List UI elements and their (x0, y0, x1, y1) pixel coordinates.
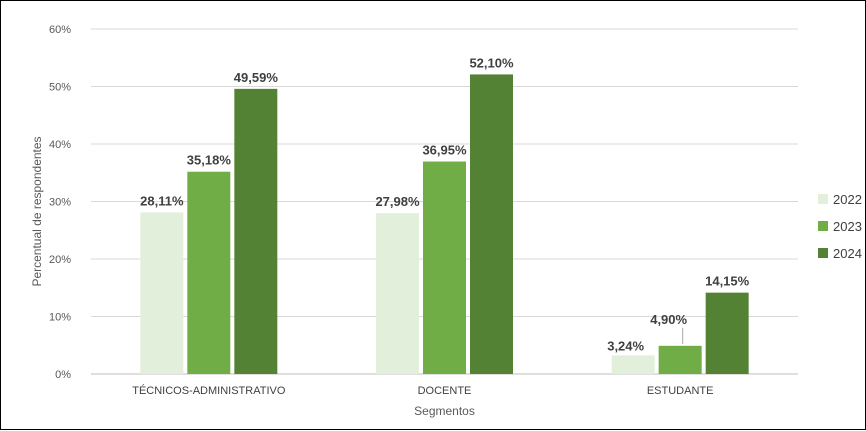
y-tick-label: 20% (49, 254, 71, 266)
bar-2022-1 (376, 213, 419, 374)
legend-swatch-2024 (818, 248, 828, 258)
data-label: 36,95% (422, 143, 467, 158)
legend-label: 2022 (833, 192, 862, 207)
x-axis-title: Segmentos (414, 404, 475, 418)
x-category-label: ESTUDANTE (647, 385, 714, 397)
bar-2024-2 (705, 292, 749, 374)
data-label: 4,90% (650, 312, 687, 327)
data-label: 27,98% (375, 194, 420, 209)
y-tick-label: 30% (49, 197, 71, 209)
bars (140, 74, 749, 375)
legend-label: 2023 (833, 219, 862, 234)
legend-swatch-2022 (818, 194, 828, 204)
legend: 2022 2023 2024 (818, 192, 862, 261)
data-label: 28,11% (140, 193, 184, 208)
data-labels: 28,11% 35,18% 49,59% 27,98% 36,95% 52,10% 3,24… (140, 55, 750, 353)
y-tick-label: 10% (49, 312, 71, 324)
y-axis-title: Percentual de respondentes (30, 136, 44, 286)
bar-2022-2 (611, 355, 655, 374)
data-label: 49,59% (234, 70, 279, 85)
data-label: 52,10% (469, 55, 514, 70)
y-tick-label: 60% (49, 24, 71, 36)
y-tick-label: 50% (49, 82, 71, 94)
bar-2024-0 (234, 88, 278, 375)
data-label: 14,15% (705, 274, 750, 289)
y-axis-ticks: 0% 10% 20% 30% 40% 50% 60% (49, 24, 71, 381)
x-category-label: DOCENTE (418, 385, 472, 397)
y-tick-label: 40% (49, 139, 71, 151)
bar-2023-0 (187, 171, 231, 374)
legend-swatch-2023 (818, 221, 828, 231)
data-label: 35,18% (187, 153, 232, 168)
x-axis-categories: TÉCNICOS-ADMINISTRATIVO DOCENTE ESTUDANTE (132, 384, 713, 397)
data-label: 3,24% (607, 338, 644, 353)
x-category-label: TÉCNICOS-ADMINISTRATIVO (132, 384, 286, 397)
bar-2024-1 (470, 74, 513, 375)
legend-label: 2024 (833, 246, 862, 261)
bar-2022-0 (140, 212, 184, 374)
bar-2023-1 (423, 161, 466, 374)
bar-2023-2 (658, 345, 702, 374)
y-tick-label: 0% (55, 369, 71, 381)
